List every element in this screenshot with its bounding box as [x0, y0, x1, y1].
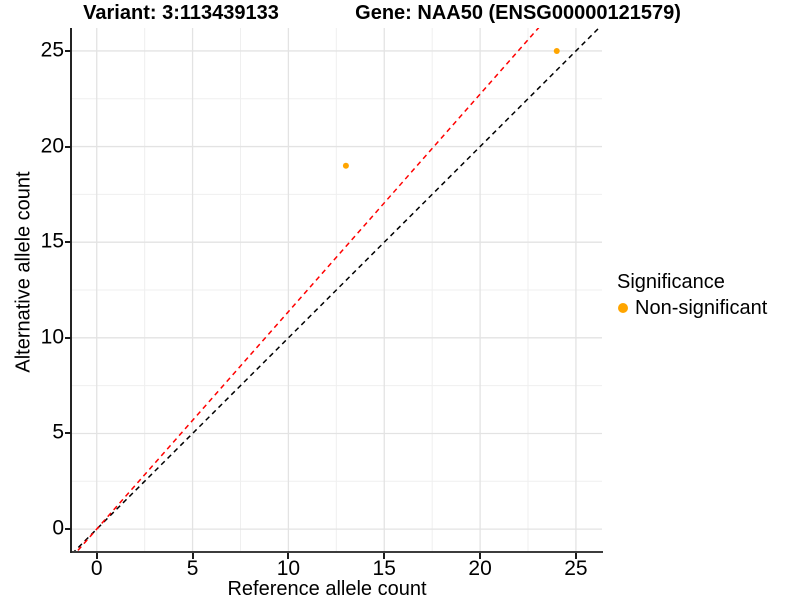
y-tick-label: 5 [52, 420, 64, 444]
y-tick-label: 0 [52, 516, 64, 540]
x-tick-mark [191, 553, 194, 559]
x-axis-line [72, 551, 603, 553]
data-point [342, 162, 349, 169]
y-tick-mark [65, 336, 71, 339]
y-tick-mark [65, 145, 71, 148]
y-tick-label: 20 [40, 134, 64, 158]
plot-panel [72, 28, 602, 553]
y-tick-label: 15 [40, 229, 64, 253]
y-tick-mark [65, 432, 71, 435]
legend-item: Non-significant [617, 296, 767, 320]
legend-label: Non-significant [635, 296, 768, 319]
abline-fit [74, 28, 540, 553]
x-tick-label: 15 [372, 557, 396, 580]
x-tick-label: 5 [186, 557, 199, 580]
x-axis-title: Reference allele count [227, 578, 427, 600]
y-tick-mark [65, 49, 71, 52]
legend: Significance Non-significant [617, 270, 767, 320]
y-tick-mark [65, 241, 71, 244]
y-axis-title: Alternative allele count [12, 171, 35, 373]
x-tick-mark [574, 553, 577, 559]
plot-title-gene: Gene: NAA50 (ENSG00000121579) [355, 2, 681, 24]
y-tick-label: 25 [40, 38, 64, 62]
data-point [553, 47, 560, 54]
y-axis-line [70, 28, 72, 553]
x-tick-label: 25 [564, 557, 588, 580]
y-tick-mark [65, 528, 71, 531]
legend-point-icon [618, 303, 628, 313]
x-tick-label: 20 [468, 557, 492, 580]
x-tick-mark [287, 553, 290, 559]
abline-identity [72, 28, 600, 553]
plot-title-variant: Variant: 3:113439133 [83, 2, 279, 24]
x-tick-mark [479, 553, 482, 559]
x-tick-label: 0 [90, 557, 103, 580]
legend-title: Significance [617, 271, 725, 293]
x-tick-label: 10 [276, 557, 301, 580]
y-tick-label: 10 [40, 325, 64, 349]
chart-svg [72, 28, 602, 553]
legend-items: Non-significant [617, 296, 767, 320]
x-tick-mark [95, 553, 98, 559]
x-tick-mark [383, 553, 386, 559]
